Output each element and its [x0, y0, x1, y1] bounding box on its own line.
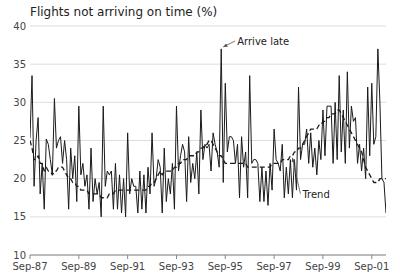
x-tick [225, 255, 226, 259]
grid-line [30, 102, 386, 103]
series-label: Trend [301, 189, 329, 200]
title: Flights not arriving on time (%) [30, 5, 217, 19]
x-tick [176, 255, 177, 259]
series-line [30, 49, 386, 217]
series-label: Arrive late [237, 36, 289, 47]
x-tick-label: Sep-97 [257, 261, 292, 272]
y-tick-label: 10 [13, 250, 26, 261]
series-line [30, 110, 386, 198]
annotation-arrow [223, 41, 235, 47]
grid-line [30, 178, 386, 179]
y-tick-label: 15 [13, 211, 26, 222]
x-axis-line [30, 255, 386, 256]
x-tick-label: Sep-89 [61, 261, 96, 272]
grid-line [30, 26, 386, 27]
lines [30, 49, 386, 217]
annotation-arrow [292, 158, 300, 194]
grid-line [30, 216, 386, 217]
grid-line [30, 64, 386, 65]
x-tick-label: Sep-91 [110, 261, 145, 272]
x-tick-label: Sep-95 [208, 261, 243, 272]
x-tick [30, 255, 31, 259]
x-tick [274, 255, 275, 259]
grid-line [30, 255, 386, 256]
y-axis: 10 15 20 25 30 35 40 [13, 21, 386, 261]
annotations: Arrive late Trend [223, 36, 330, 200]
x-tick [322, 255, 323, 259]
x-tick-label: Sep-93 [159, 261, 194, 272]
x-tick-label: Sep-87 [12, 261, 47, 272]
chart: Flights not arriving on time (%) 10 15 20 25… [0, 0, 400, 277]
x-tick-label: Sep-99 [305, 261, 340, 272]
y-tick-label: 35 [13, 59, 26, 70]
x-tick [78, 255, 79, 259]
y-tick-label: 40 [13, 21, 26, 32]
y-tick-label: 25 [13, 135, 26, 146]
x-axis: Sep-87 Sep-89 Sep-91 Sep-93 Sep-95 Sep-97 Sep-… [12, 255, 389, 272]
x-tick [127, 255, 128, 259]
x-tick [371, 255, 372, 259]
y-tick-label: 30 [13, 97, 26, 108]
x-tick-label: Sep-01 [354, 261, 389, 272]
y-tick-label: 20 [13, 173, 26, 184]
